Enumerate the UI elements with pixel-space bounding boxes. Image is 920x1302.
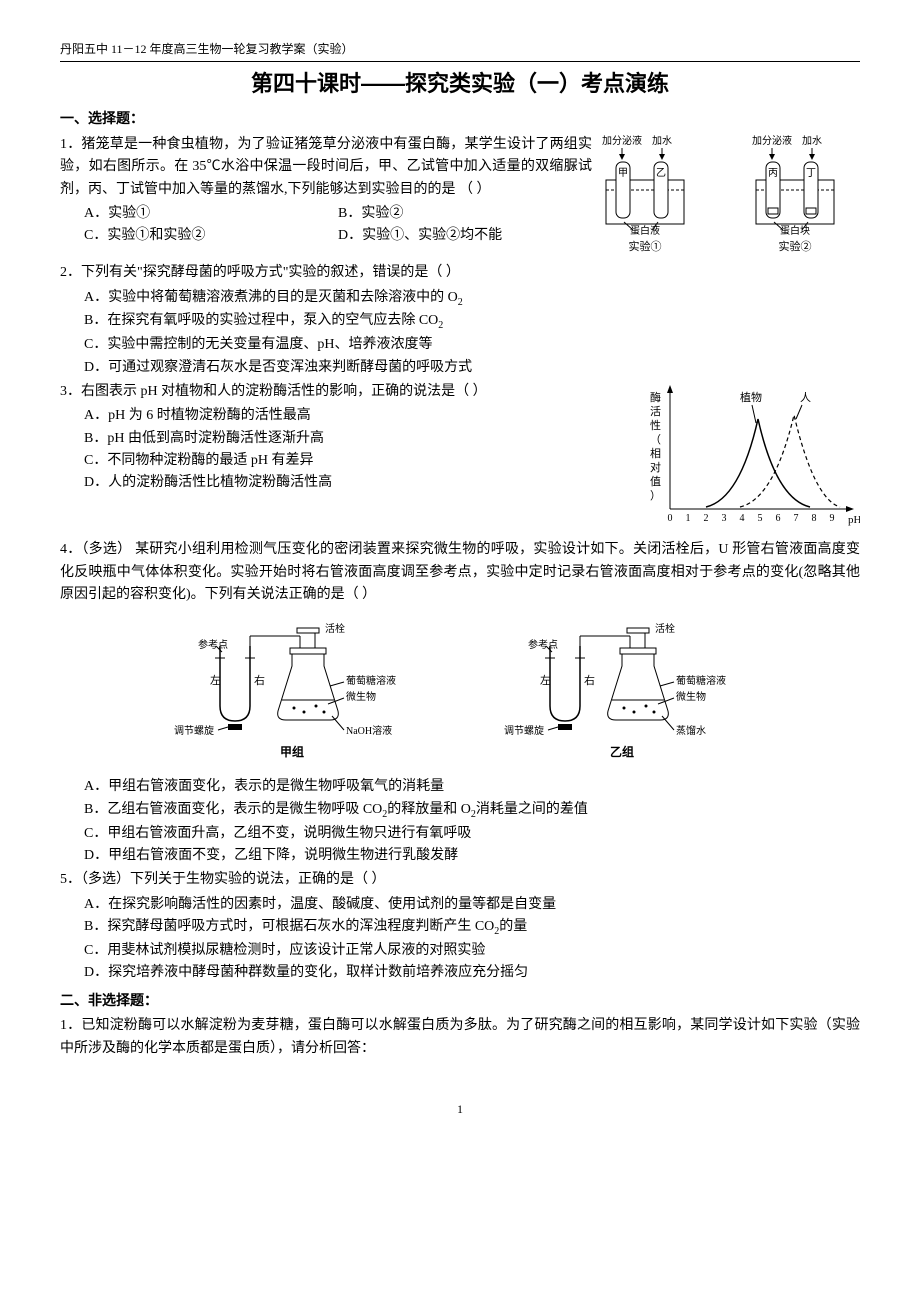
q5-optD: D．探究培养液中酵母菌种群数量的变化，取样计数前培养液应充分摇匀 bbox=[84, 962, 860, 984]
svg-text:8: 8 bbox=[812, 513, 817, 524]
fig1-label: 加水 bbox=[802, 135, 822, 147]
svg-text:）: ） bbox=[650, 489, 661, 502]
page-number: 1 bbox=[60, 1100, 860, 1119]
fig1-exp-label: 实验① bbox=[629, 239, 662, 252]
svg-text:参考点: 参考点 bbox=[528, 638, 558, 651]
svg-text:7: 7 bbox=[794, 513, 799, 524]
q5-optB: B．探究酵母菌呼吸方式时，可根据石灰水的浑浊程度判断产生 CO2的量 bbox=[84, 916, 860, 940]
svg-text:性: 性 bbox=[650, 418, 661, 432]
group-a-label: 甲组 bbox=[280, 744, 304, 759]
q1-optB: B．实验② bbox=[338, 203, 592, 225]
fig1-label: 加分泌液 bbox=[752, 134, 792, 147]
q2-optB: B．在探究有氧呼吸的实验过程中，泵入的空气应去除 CO2 bbox=[84, 310, 860, 334]
q4-optA: A．甲组右管液面变化，表示的是微生物呼吸氧气的消耗量 bbox=[84, 776, 860, 798]
svg-text:调节螺旋: 调节螺旋 bbox=[174, 724, 214, 737]
svg-text:9: 9 bbox=[830, 513, 835, 524]
q1-optD: D．实验①、实验②均不能 bbox=[338, 225, 592, 247]
q4-stem: 4．（多选） 某研究小组利用检测气压变化的密闭装置来探究微生物的呼吸，实验设计如… bbox=[60, 539, 860, 606]
group-b-label: 乙组 bbox=[610, 744, 634, 759]
svg-text:调节螺旋: 调节螺旋 bbox=[504, 724, 544, 737]
svg-text:3: 3 bbox=[722, 513, 727, 524]
q4-optC: C．甲组右管液面升高，乙组不变，说明微生物只进行有氧呼吸 bbox=[84, 823, 860, 845]
svg-text:2: 2 bbox=[704, 513, 709, 524]
section2-head: 二、非选择题： bbox=[60, 991, 860, 1013]
q4-optD: D．甲组右管液面不变，乙组下降，说明微生物进行乳酸发酵 bbox=[84, 845, 860, 867]
header-note: 丹阳五中 11－12 年度高三生物一轮复习教学案（实验） bbox=[60, 40, 860, 59]
svg-text:6: 6 bbox=[776, 513, 781, 524]
fig2-curve1-label: 植物 bbox=[740, 390, 762, 404]
tube-label: 甲 bbox=[618, 168, 628, 179]
free-q1: 1．已知淀粉酶可以水解淀粉为麦芽糖，蛋白酶可以水解蛋白质为多肽。为了研究酶之间的… bbox=[60, 1015, 860, 1060]
svg-text:0: 0 bbox=[668, 513, 673, 524]
svg-text:活: 活 bbox=[650, 405, 661, 418]
svg-text:参考点: 参考点 bbox=[198, 638, 228, 651]
q2-optD: D．可通过观察澄清石灰水是否变浑浊来判断酵母菌的呼吸方式 bbox=[84, 357, 860, 379]
q2-stem: 2．下列有关"探究酵母菌的呼吸方式"实验的叙述，错误的是（ ） bbox=[60, 262, 860, 284]
svg-text:微生物: 微生物 bbox=[676, 690, 706, 703]
tube-label: 乙 bbox=[656, 167, 666, 179]
section1-head: 一、选择题： bbox=[60, 109, 860, 131]
figure-ph-curve: 酶 活 性 （ 相 对 值 ） 0 1 2 3 4 5 6 7 8 9 pH 植物 人 bbox=[640, 379, 860, 537]
svg-text:值: 值 bbox=[650, 475, 661, 488]
svg-text:NaOH溶液: NaOH溶液 bbox=[346, 724, 392, 737]
fig1-exp-label: 实验② bbox=[779, 239, 812, 252]
fig1-label: 加水 bbox=[652, 135, 672, 147]
svg-text:葡萄糖溶液: 葡萄糖溶液 bbox=[346, 674, 396, 687]
svg-text:5: 5 bbox=[758, 513, 763, 524]
q4-optB: B．乙组右管液面变化，表示的是微生物呼吸 CO2的释放量和 O2消耗量之间的差值 bbox=[84, 799, 860, 823]
svg-text:蒸馏水: 蒸馏水 bbox=[676, 724, 706, 737]
q5-stem: 5．（多选）下列关于生物实验的说法，正确的是（ ） bbox=[60, 869, 860, 891]
q2-optA: A．实验中将葡萄糖溶液煮沸的目的是灭菌和去除溶液中的 O2 bbox=[84, 287, 860, 311]
q1-optC: C．实验①和实验② bbox=[84, 225, 338, 247]
svg-text:葡萄糖溶液: 葡萄糖溶液 bbox=[676, 674, 726, 687]
svg-text:左: 左 bbox=[210, 674, 221, 687]
svg-text:相: 相 bbox=[650, 447, 661, 460]
fig2-curve2-label: 人 bbox=[800, 391, 811, 404]
header-underline bbox=[60, 61, 860, 62]
svg-text:右: 右 bbox=[254, 673, 265, 687]
svg-text:微生物: 微生物 bbox=[346, 690, 376, 703]
fig2-xlabel: pH bbox=[848, 514, 860, 526]
q5-optA: A．在探究影响酶活性的因素时，温度、酸碱度、使用试剂的量等都是自变量 bbox=[84, 894, 860, 916]
svg-text:右: 右 bbox=[584, 673, 595, 687]
svg-text:活栓: 活栓 bbox=[655, 622, 675, 635]
svg-text:活栓: 活栓 bbox=[325, 622, 345, 635]
q2-optC: C．实验中需控制的无关变量有温度、pH、培养液浓度等 bbox=[84, 334, 860, 356]
svg-text:（: （ bbox=[650, 433, 661, 446]
tube-label: 丁 bbox=[806, 168, 816, 179]
fig1-label: 加分泌液 bbox=[602, 134, 642, 147]
svg-text:左: 左 bbox=[540, 674, 551, 687]
tube-label: 丙 bbox=[768, 168, 778, 179]
svg-text:4: 4 bbox=[740, 513, 745, 524]
svg-text:对: 对 bbox=[650, 460, 661, 474]
q1-optA: A．实验① bbox=[84, 203, 338, 225]
fig2-ylabel: 酶 bbox=[650, 391, 661, 404]
page-title: 第四十课时——探究类实验（一）考点演练 bbox=[60, 66, 860, 101]
figure-tubes: 加分泌液 加水 甲 乙 蛋白液 实验① 加分泌液 加水 丙 丁 蛋白块 实验② bbox=[600, 132, 860, 260]
svg-text:1: 1 bbox=[686, 513, 691, 524]
q5-optC: C．用斐林试剂模拟尿糖检测时，应该设计正常人尿液的对照实验 bbox=[84, 940, 860, 962]
figure-apparatus: 参考点 左 右 调节螺旋 活栓 葡萄糖溶液 微生物 NaOH溶液 甲组 参考点 … bbox=[60, 616, 860, 766]
